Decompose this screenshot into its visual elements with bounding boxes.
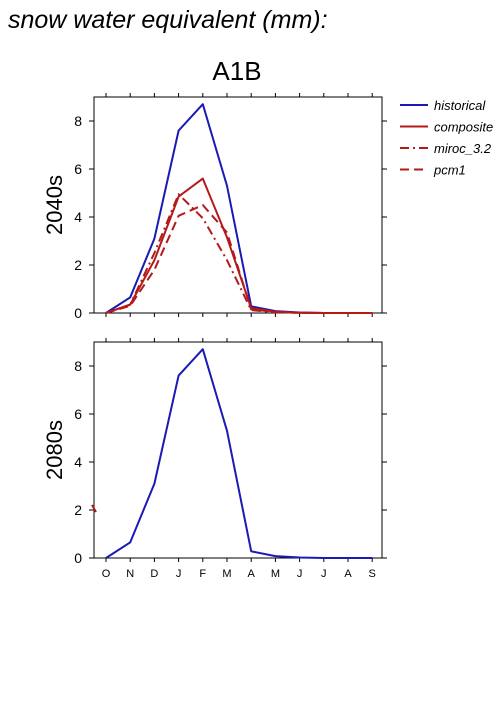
panel-label-2040s: 2040s (42, 175, 67, 235)
figure-title: snow water equivalent (mm): (8, 6, 328, 34)
y-tick-label: 4 (74, 454, 82, 470)
x-tick-label: A (248, 568, 256, 580)
series-line-historical (105, 103, 373, 314)
series-line-miroc-3-2 (105, 193, 373, 314)
x-tick-label: M (271, 568, 280, 580)
x-tick-label: A (344, 568, 352, 580)
scenario-title: A1B (212, 56, 261, 86)
y-tick-label: 2 (74, 257, 82, 273)
y-tick-label: 8 (74, 358, 82, 374)
y-tick-label: 4 (74, 209, 82, 225)
panel-2040s: 2040s 0 2 4 6 8 (42, 93, 387, 321)
x-tick-label: F (199, 568, 206, 580)
y-tick-label: 6 (74, 406, 82, 422)
x-tick-label: S (369, 568, 376, 580)
x-tick-label: J (176, 568, 182, 580)
panel-2080s: 2080s 0 2 4 6 8 O N D J F M A M J J A S (42, 338, 387, 580)
legend: historical composite miroc_3.2 pcm1 (400, 98, 493, 178)
y-tick-label: 8 (74, 113, 82, 129)
y-tick-label: 0 (74, 305, 82, 321)
y-tick-label: 0 (74, 550, 82, 566)
series-line-pcm1 (105, 204, 373, 314)
legend-label: historical (434, 98, 486, 113)
panel-label-2080s: 2080s (42, 420, 67, 480)
x-tick-label: D (150, 568, 158, 580)
plot-frame-2040s (93, 96, 383, 314)
plot-frame-2080s (93, 341, 383, 559)
y-tick-label: 6 (74, 161, 82, 177)
series-line-historical (105, 348, 373, 559)
x-tick-label: N (126, 568, 134, 580)
x-tick-label: M (222, 568, 231, 580)
legend-label: miroc_3.2 (434, 141, 492, 156)
x-tick-label: J (297, 568, 303, 580)
legend-label: pcm1 (433, 163, 466, 178)
series-fragment (91, 504, 97, 513)
x-tick-label: O (102, 568, 111, 580)
legend-label: composite (434, 120, 493, 135)
x-tick-label: J (321, 568, 327, 580)
y-tick-label: 2 (74, 502, 82, 518)
